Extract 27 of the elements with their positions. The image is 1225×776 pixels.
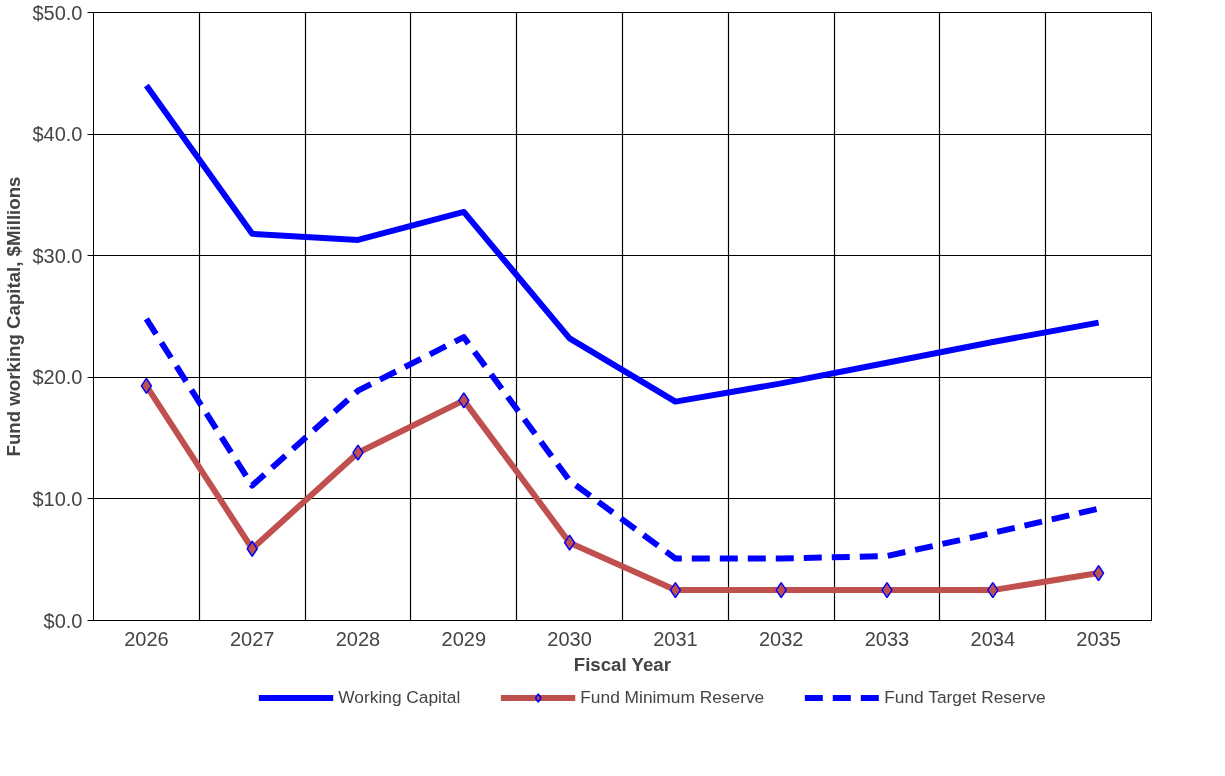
y-tick-label: $20.0 (32, 366, 83, 389)
x-tick-label: 2031 (653, 627, 698, 650)
x-tick-label: 2032 (758, 627, 804, 650)
x-tick-label: 2030 (547, 627, 592, 650)
legend-label: Fund Target Reserve (884, 686, 1046, 708)
point (1092, 564, 1105, 582)
point (669, 581, 682, 599)
legend-label: Fund Minimum Reserve (580, 686, 765, 708)
point (458, 392, 470, 409)
y-tick-label: $50.0 (32, 1, 83, 24)
point (352, 444, 364, 461)
y-axis-title: Fund working Capital, $Millions (3, 176, 25, 457)
x-tick-label: 2026 (124, 627, 169, 650)
x-tick-label: 2027 (229, 627, 275, 650)
x-tick-label: 2034 (970, 627, 1016, 650)
y-tick-label: $30.0 (32, 244, 83, 267)
x-tick-label: 2035 (1076, 627, 1121, 650)
legend-label: Working Capital (338, 686, 461, 708)
y-tick-label: $40.0 (32, 123, 83, 146)
x-axis-title: Fiscal Year (573, 653, 671, 675)
x-tick-label: 2029 (441, 627, 487, 650)
x-tick-label: 2028 (335, 627, 381, 650)
y-tick-label: $10.0 (32, 487, 83, 510)
x-tick-label: 2033 (864, 627, 910, 650)
y-tick-label: $0.0 (43, 609, 83, 632)
point (563, 534, 576, 551)
point (140, 377, 153, 395)
